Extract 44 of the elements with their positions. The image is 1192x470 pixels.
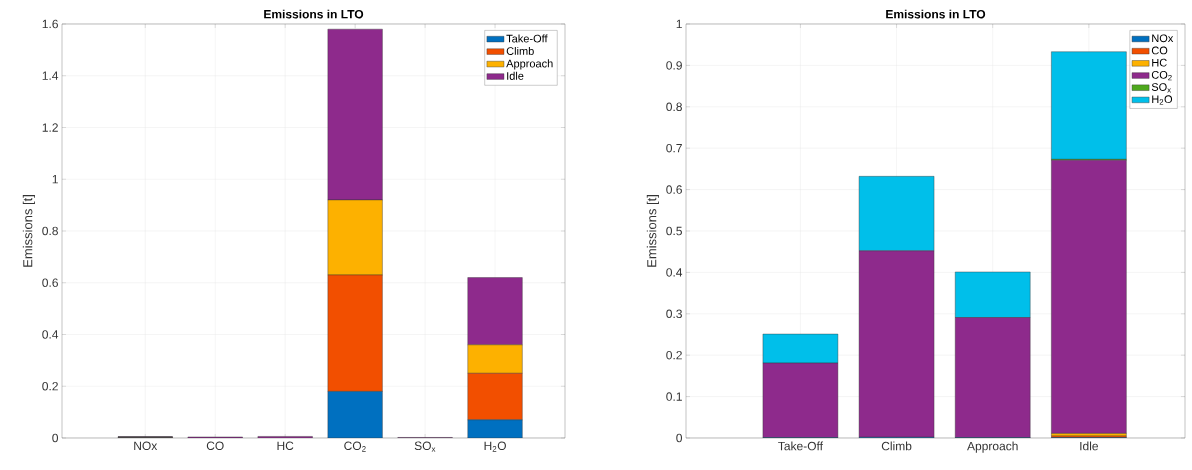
y-tick-label: 0.4 bbox=[42, 330, 59, 339]
y-tick-label: 0 bbox=[676, 433, 683, 443]
x-tick-label: CO bbox=[206, 441, 224, 451]
y-tick-label: 0.2 bbox=[42, 381, 58, 391]
x-tick-label: Idle bbox=[1080, 441, 1098, 451]
legend-label: Approach bbox=[506, 59, 553, 70]
y-tick-label: 0.4 bbox=[666, 268, 683, 277]
x-tick-label: NOx bbox=[134, 441, 158, 451]
y-tick-label: 1 bbox=[52, 175, 58, 184]
legend-label: CO bbox=[1151, 46, 1168, 55]
y-tick-label: 0.7 bbox=[666, 143, 682, 153]
y-tick-label: 1.4 bbox=[42, 71, 59, 80]
legend-label: Idle bbox=[507, 71, 524, 80]
y-tick-label: 1.2 bbox=[42, 123, 58, 132]
y-tick-label: 0.3 bbox=[666, 309, 682, 319]
y-tick-label: 0.9 bbox=[666, 61, 682, 70]
x-tick-label: CO$_{2}$ bbox=[344, 441, 366, 452]
y-tick-label: 1 bbox=[676, 19, 682, 29]
y-axis-title: Emissions [t] bbox=[22, 195, 35, 267]
legend-label: HC bbox=[1152, 58, 1167, 67]
x-tick-label: HC bbox=[277, 441, 294, 451]
legend-label: Take-Off bbox=[506, 34, 548, 43]
x-tick-label: H$_{2}$O bbox=[484, 441, 506, 452]
legend-label: Climb bbox=[506, 46, 534, 55]
y-tick-label: 0.2 bbox=[666, 350, 682, 360]
x-tick-label: SO$_{x}$ bbox=[414, 441, 436, 452]
legend-label: SO$_{x}$ bbox=[1151, 83, 1171, 93]
y-tick-label: 0.6 bbox=[666, 185, 682, 194]
x-tick-label: Climb bbox=[881, 441, 912, 451]
chart-title: Emissions in LTO bbox=[264, 9, 364, 19]
y-tick-label: 0.1 bbox=[666, 392, 682, 401]
x-tick-label: Take-Off bbox=[778, 441, 824, 451]
chart-title: Emissions in LTO bbox=[886, 9, 986, 19]
y-tick-label: 0.8 bbox=[666, 102, 682, 112]
y-axis-title: Emissions [t] bbox=[646, 195, 659, 267]
legend-label: CO$_{2}$ bbox=[1151, 70, 1172, 81]
legend-label: NOx bbox=[1152, 34, 1174, 43]
legend-label: H$_{2}$O bbox=[1152, 95, 1173, 105]
y-tick-label: 0.6 bbox=[42, 278, 58, 287]
x-tick-label: Approach bbox=[967, 441, 1018, 453]
y-tick-label: 1.6 bbox=[42, 19, 58, 29]
y-tick-label: 0 bbox=[52, 433, 59, 443]
y-tick-label: 0.5 bbox=[666, 226, 682, 236]
y-tick-label: 0.8 bbox=[42, 226, 58, 236]
